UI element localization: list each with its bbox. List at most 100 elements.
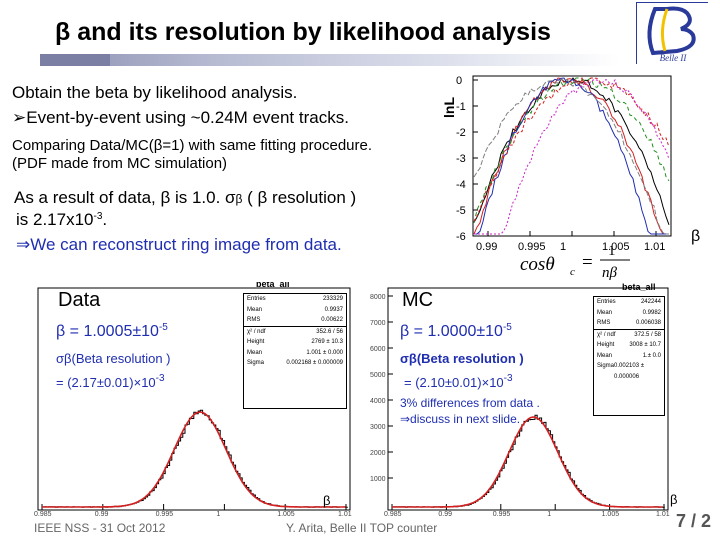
data-sigma-value: = (2.17±0.01)×10-3 bbox=[56, 373, 165, 390]
likelihood-xlabel-beta: β bbox=[691, 228, 700, 245]
formula-lhs-sub: c bbox=[570, 266, 575, 278]
logo-text: Belle II bbox=[660, 53, 688, 63]
stats-key: Sigma bbox=[597, 363, 615, 369]
stats-key: Mean bbox=[597, 309, 613, 316]
formula-denominator: nβ bbox=[602, 265, 618, 281]
compare-line1: Comparing Data/MC(β=1) with same fitting… bbox=[12, 137, 373, 154]
stats-value: 0.9937 bbox=[324, 306, 343, 313]
stats-row: RMS 0.006038 bbox=[594, 318, 664, 330]
hist-ytick-label: 8000 bbox=[370, 294, 386, 301]
stats-row: Mean 0.9982 bbox=[594, 308, 664, 319]
stats-row: Sigma 0.002103 ± 0.000006 bbox=[594, 361, 664, 382]
hist-xtick-label: 1.01 bbox=[656, 511, 670, 518]
stats-value: 372.5 / 58 bbox=[634, 331, 661, 338]
hist-xtick-label: 1 bbox=[547, 511, 551, 518]
stats-value: 0.002168 ± 0.000009 bbox=[286, 360, 343, 366]
stats-value: 2769 ± 10.3 bbox=[311, 339, 343, 345]
hist-ytick-label: 2000 bbox=[370, 450, 386, 457]
footer-left: IEEE NSS - 31 Oct 2012 bbox=[34, 521, 166, 535]
hist-xtick-label: 1.005 bbox=[277, 511, 295, 518]
lnl-ytick-label: -4 bbox=[456, 179, 466, 191]
data-beta-value: β = 1.0005±10-5 bbox=[56, 322, 168, 340]
data-stats-box: Entries 233329 Mean 0.9937 RMS 0.00622 χ² / nd… bbox=[243, 293, 347, 409]
stats-row: Height 2769 ± 10.3 bbox=[244, 337, 346, 348]
stats-row: Height 3008 ± 10.7 bbox=[594, 340, 664, 351]
stats-row: Entries 242244 bbox=[594, 297, 664, 308]
mc-hist-ticks: 0.985 0.99 0.995 1 1.005 1.01 bbox=[384, 504, 670, 518]
mc-note-line1: 3% differences from data . bbox=[400, 396, 540, 410]
lnl-curve bbox=[473, 77, 670, 224]
hist-xtick-label: 0.99 bbox=[95, 511, 109, 518]
stats-row: Sigma 0.002168 ± 0.000009 bbox=[244, 358, 346, 369]
stats-value: 0.002103 ± 0.000006 bbox=[614, 363, 645, 380]
lnl-xtick-label: 1 bbox=[560, 241, 566, 253]
page-number: 7 / 2 bbox=[676, 511, 712, 531]
stats-key: RMS bbox=[247, 317, 261, 323]
hist-xtick-label: 1 bbox=[216, 511, 220, 518]
stats-key: Entries bbox=[247, 296, 266, 302]
mc-hist-name: beta_all bbox=[622, 282, 656, 292]
stats-key: Entries bbox=[597, 299, 616, 305]
lnl-ytick-label: -6 bbox=[456, 231, 466, 243]
stats-value: 1.001 ± 0.000 bbox=[306, 349, 343, 356]
lnl-curve bbox=[473, 77, 669, 235]
hist-ytick-label: 1000 bbox=[370, 476, 386, 483]
lnl-curve bbox=[473, 76, 670, 222]
belle-logo-icon: Belle II bbox=[637, 3, 709, 65]
data-sigma-label: σβ(Beta resolution ) bbox=[56, 351, 171, 366]
stats-row: Mean 0.9937 bbox=[244, 305, 346, 316]
svg-text:=: = bbox=[582, 252, 593, 273]
belle-ii-logo: Belle II bbox=[636, 2, 709, 65]
data-hist-name: beta_all bbox=[256, 282, 290, 289]
likelihood-plot: 0-1-2-3-4-5-6 0.99 0.995 1 1.005 1.01 β cosθ… bbox=[456, 75, 700, 281]
stats-key: Mean bbox=[247, 306, 263, 313]
likelihood-x-ticks: 0.99 0.995 1 1.005 1.01 bbox=[476, 231, 665, 253]
lnl-xtick-label: 0.99 bbox=[476, 241, 497, 253]
hist-xtick-label: 1.005 bbox=[602, 511, 620, 518]
lnl-curve bbox=[473, 78, 669, 235]
stats-row: Entries 233329 bbox=[244, 294, 346, 305]
data-xlabel: β bbox=[323, 493, 330, 508]
result-line1: As a result of data, β is 1.0. σβ ( β re… bbox=[14, 188, 357, 207]
hist-xtick-label: 0.985 bbox=[34, 511, 52, 518]
hist-ytick-label: 5000 bbox=[370, 372, 386, 379]
mc-sigma-label: σβ(Beta resolution ) bbox=[400, 351, 524, 366]
stats-key: Mean bbox=[247, 349, 263, 356]
hist-xtick-label: 1.01 bbox=[338, 511, 352, 518]
mc-sigma-value: = (2.10±0.01)×10-3 bbox=[404, 373, 513, 390]
data-label: Data bbox=[58, 289, 101, 311]
mc-beta-value: β = 1.0000±10-5 bbox=[400, 322, 512, 340]
obtain-text: Obtain the beta by likelihood analysis. bbox=[12, 83, 298, 102]
stats-key: χ² / ndf bbox=[597, 331, 616, 338]
hist-xtick-label: 0.995 bbox=[493, 511, 511, 518]
stats-key: Height bbox=[247, 339, 265, 345]
title-underline bbox=[40, 54, 620, 66]
stats-row: Mean 1.± 0.0 bbox=[594, 351, 664, 362]
lnl-curve bbox=[474, 78, 670, 235]
stats-row: Mean 1.001 ± 0.000 bbox=[244, 348, 346, 359]
stats-value: 0.006038 bbox=[635, 320, 661, 326]
likelihood-y-ticks: 0 -1 -2 -3 -4 -5 -6 bbox=[456, 75, 478, 243]
lnl-xtick-label: 1.01 bbox=[644, 241, 665, 253]
formula-lhs: cosθ bbox=[520, 254, 555, 275]
lnl-xtick-label: 0.995 bbox=[518, 241, 546, 253]
hist-ytick-label: 7000 bbox=[370, 320, 386, 327]
lnl-ytick-label: 0 bbox=[456, 75, 462, 87]
hist-xtick-label: 0.99 bbox=[438, 511, 452, 518]
formula-numerator: 1 bbox=[608, 243, 616, 259]
footer-center: Y. Arita, Belle II TOP counter bbox=[286, 521, 438, 535]
result-line2: is 2.17x10-3. bbox=[16, 210, 108, 229]
data-fit-curve bbox=[42, 411, 346, 508]
lnl-ytick-label: -5 bbox=[456, 205, 466, 217]
stats-value: 352.6 / 56 bbox=[316, 328, 343, 335]
hist-xtick-label: 0.985 bbox=[384, 511, 402, 518]
mc-xlabel: β bbox=[670, 492, 677, 507]
event-bullet: ➢Event-by-event using ~0.24M event track… bbox=[12, 108, 349, 127]
result-line3: ⇒We can reconstruct ring image from data… bbox=[16, 235, 342, 254]
stats-row: χ² / ndf 352.6 / 56 bbox=[244, 327, 346, 338]
title-underline-accent bbox=[40, 54, 110, 66]
stats-key: RMS bbox=[597, 320, 611, 326]
lnl-ytick-label: -1 bbox=[456, 101, 466, 113]
stats-value: 1.± 0.0 bbox=[642, 352, 661, 359]
mc-note-line2: ⇒discuss in next slide. bbox=[400, 412, 521, 426]
